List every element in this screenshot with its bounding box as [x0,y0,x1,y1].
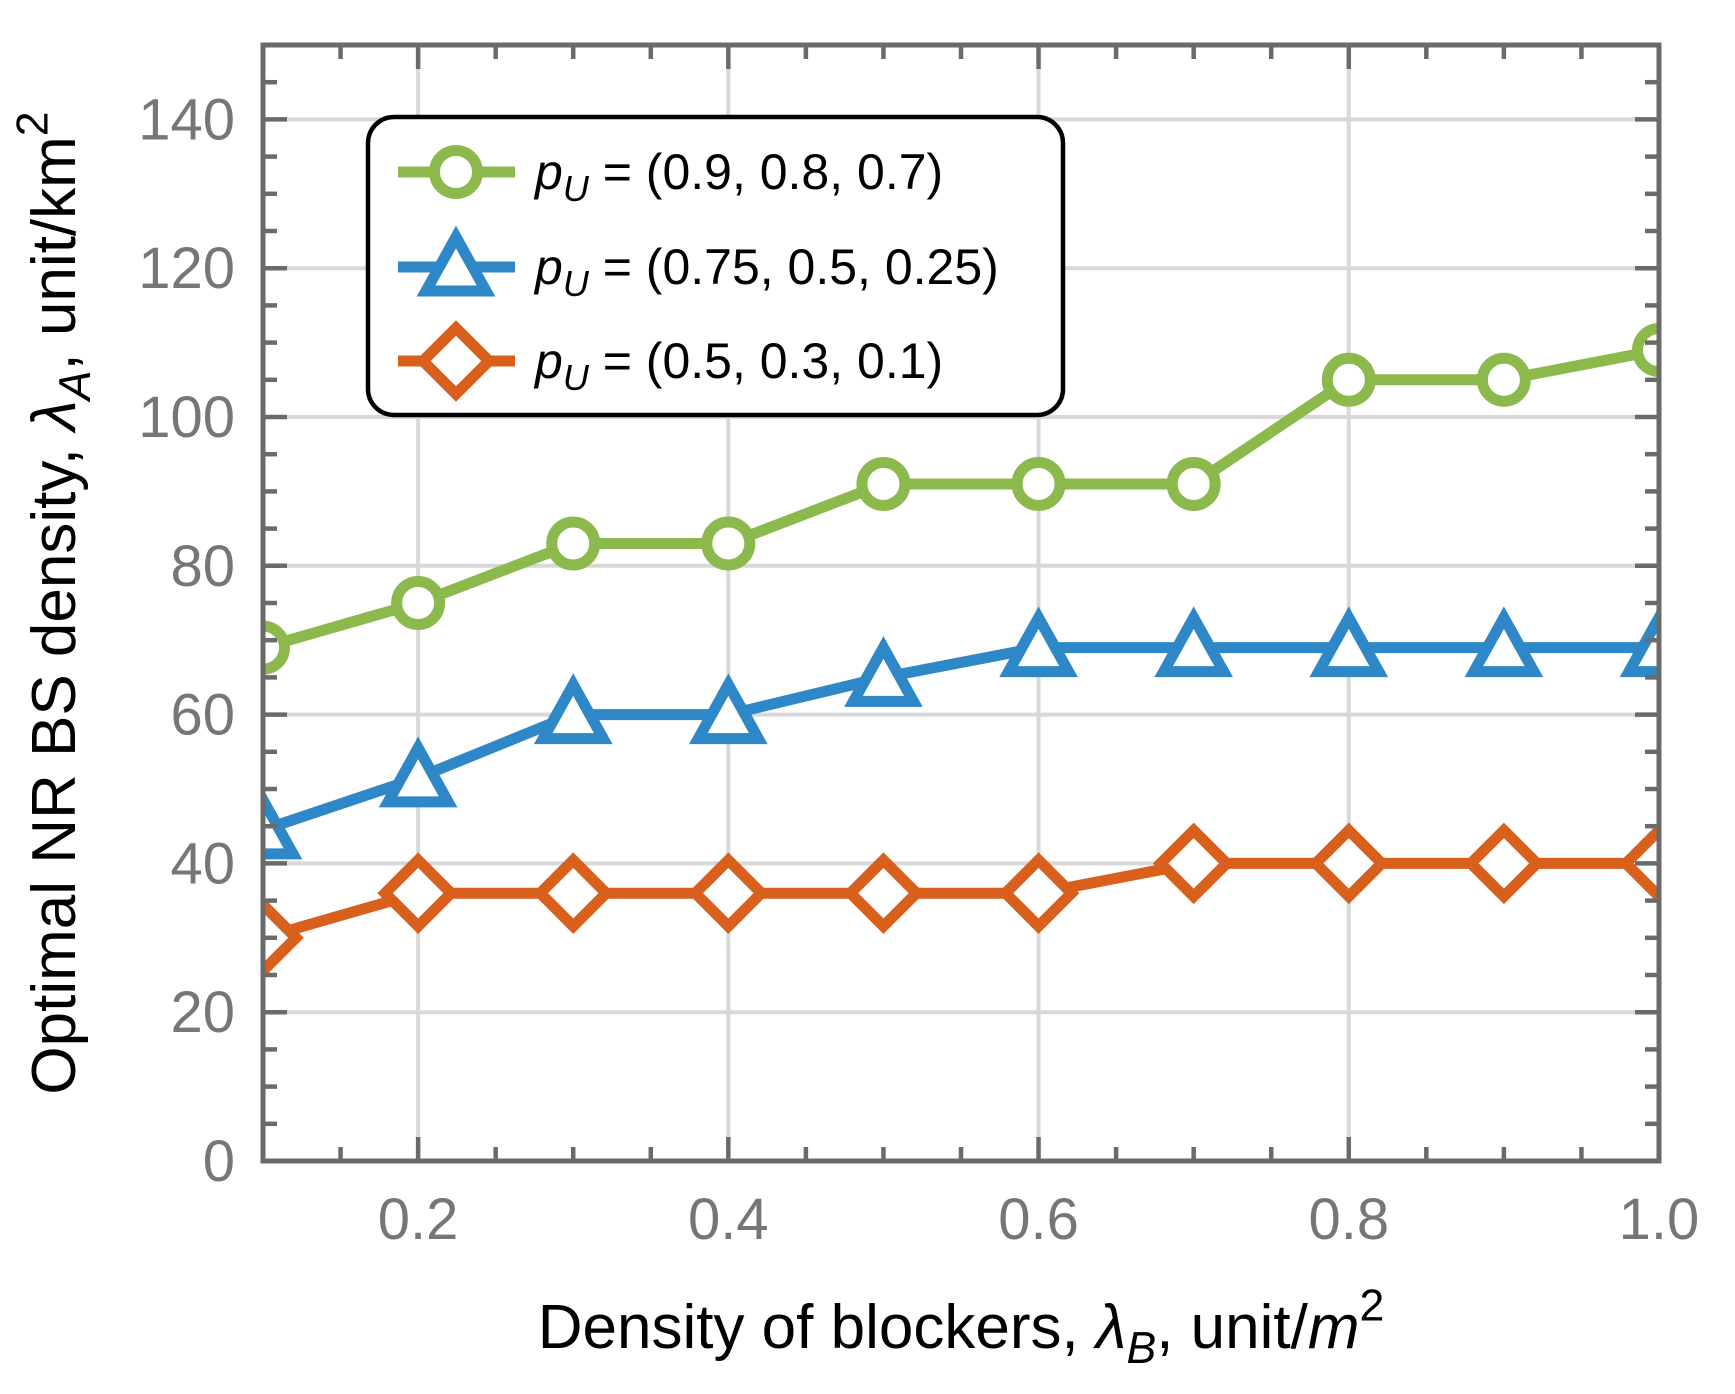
marker-triangle [844,636,923,707]
series-1 [263,606,1659,860]
series-line-1 [263,642,1659,836]
legend-row-0: pU = (0.9, 0.8, 0.7) [398,144,943,209]
marker-circle [429,145,483,199]
marker-diamond [687,852,770,934]
x-axis-title: Density of blockers, λB, unit/m2 [538,1282,1385,1373]
legend-label-1: pU = (0.75, 0.5, 0.25) [533,239,999,304]
marker-diamond [842,852,925,934]
marker-triangle [1154,606,1234,678]
marker-circle [1632,323,1659,378]
series-0 [263,323,1659,675]
label-part: Optimal NR BS density, [20,431,89,1095]
legend-label-0: pU = (0.9, 0.8, 0.7) [533,144,943,209]
marker-circle [856,456,911,511]
label-part: Density of blockers, [538,1293,1096,1362]
legend-row-1: pU = (0.75, 0.5, 0.25) [398,225,999,304]
marker-diamond [1152,822,1235,905]
marker-triangle [263,788,303,860]
y-tick-label-100: 100 [138,385,235,450]
marker-diamond [377,852,459,934]
y-tick-label-20: 20 [170,980,235,1045]
marker-circle [546,516,601,571]
label-part: U [563,168,590,209]
marker-triangle [688,673,768,745]
marker-triangle [999,606,1078,678]
y-axis-title: Optimal NR BS density, λA, unit/km2 [9,111,100,1094]
label-part: p [533,144,563,200]
label-part: p [533,333,563,389]
marker-diamond [997,852,1080,934]
marker-diamond [263,897,304,979]
label-part: λ [20,400,89,434]
label-part: = (0.5, 0.3, 0.1) [589,333,943,389]
label-part: B [1126,1324,1156,1373]
label-part: p [533,239,563,295]
series-2 [263,822,1659,979]
legend-row-2: pU = (0.5, 0.3, 0.1) [398,320,943,402]
marker-circle [391,576,446,630]
label-part: , unit/ [1156,1293,1308,1362]
marker-diamond [1308,822,1390,905]
x-tick-label-0.2: 0.2 [378,1187,459,1252]
y-tick-label-80: 80 [170,534,235,599]
tick-label-layer: 0.2 0.4 0.6 0.8 1.0 0 20 40 60 80 100 120 140 [138,87,1699,1252]
legend: pU = (0.9, 0.8, 0.7)pU = (0.75, 0.5, 0.2… [365,114,1066,418]
y-tick-label-0: 0 [203,1129,235,1194]
marker-circle [1321,352,1376,407]
marker-circle [1476,352,1531,407]
label-part: , unit/km [20,136,89,370]
marker-circle [263,620,290,675]
marker-diamond [415,320,497,402]
tick-layer [263,45,1659,1161]
label-part: A [51,371,100,404]
y-tick-label-40: 40 [170,831,235,896]
label-part: λ [1093,1293,1127,1362]
series-line-2 [263,857,1659,944]
label-part: = (0.75, 0.5, 0.25) [589,239,999,295]
marker-diamond [1463,822,1545,905]
label-part: 2 [1359,1282,1384,1331]
y-tick-label-60: 60 [170,683,235,748]
label-part: U [563,263,590,304]
marker-circle [1011,456,1066,511]
y-tick-label-120: 120 [138,236,235,301]
marker-triangle [1309,606,1389,678]
label-part: m [1308,1293,1360,1362]
x-tick-label-0.6: 0.6 [998,1187,1079,1252]
series-layer [263,323,1659,979]
label-part: U [563,357,590,398]
x-tick-label-1.0: 1.0 [1619,1187,1700,1252]
marker-triangle [416,225,496,297]
label-part: = (0.9, 0.8, 0.7) [589,144,943,200]
label-part: 2 [9,111,58,136]
x-tick-label-0.4: 0.4 [688,1187,769,1252]
series-line-0 [263,344,1659,654]
marker-triangle [533,673,613,745]
marker-triangle [378,736,458,808]
legend-label-2: pU = (0.5, 0.3, 0.1) [533,333,943,398]
marker-circle [1166,456,1221,511]
marker-diamond [532,852,615,934]
legend-box [365,114,1066,418]
marker-triangle [1464,606,1544,678]
marker-triangle [1619,606,1659,678]
y-tick-label-140: 140 [138,87,235,152]
x-tick-label-0.8: 0.8 [1308,1187,1389,1252]
marker-circle [701,516,756,571]
